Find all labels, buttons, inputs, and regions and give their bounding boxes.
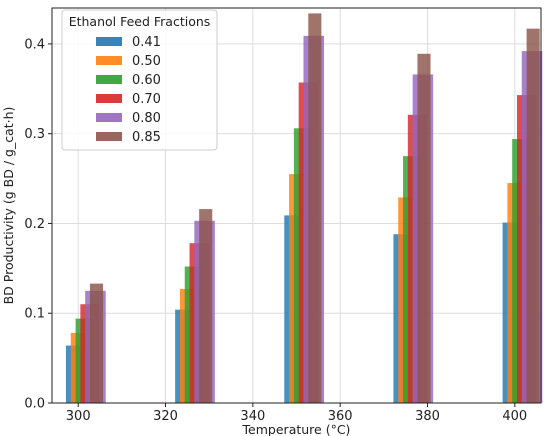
legend-entry-label: 0.85 (132, 130, 161, 145)
legend: Ethanol Feed Fractions 0.41 0.50 0.60 0.70 0… (61, 9, 218, 151)
x-tick-label: 320 (153, 409, 178, 424)
legend-swatch (96, 132, 122, 141)
plot-frame (51, 7, 542, 404)
legend-entry-label: 0.70 (132, 92, 161, 107)
x-axis-ticks: 300 320 340 360 380 400 (66, 403, 527, 424)
legend-swatch (96, 56, 122, 65)
bar-0.85-400 (526, 28, 540, 403)
x-tick-label: 300 (66, 409, 91, 424)
bar-0.85-325 (199, 209, 213, 403)
y-tick-label: 0.0 (24, 397, 45, 412)
y-axis-ticks: 0.0 0.1 0.2 0.3 0.4 (24, 37, 52, 412)
y-tick-label: 0.2 (24, 217, 45, 232)
legend-swatch (96, 113, 122, 122)
bar-0.85-350 (308, 13, 322, 404)
y-axis-label: BD Productivity (g BD / g_cat·h) (1, 107, 16, 305)
y-tick-label: 0.3 (24, 127, 45, 142)
legend-entry-label: 0.60 (132, 73, 161, 88)
legend-swatch (96, 75, 122, 84)
bars (65, 13, 543, 404)
legend-entry-label: 0.80 (132, 111, 161, 126)
legend-title: Ethanol Feed Fractions (69, 14, 211, 29)
legend-swatch (96, 37, 122, 46)
bar-0.85-300 (89, 283, 104, 403)
x-tick-label: 380 (415, 409, 440, 424)
legend-entry-label: 0.41 (132, 35, 161, 50)
y-tick-label: 0.4 (24, 37, 45, 52)
x-tick-label: 400 (502, 409, 527, 424)
legend-entry-label: 0.50 (132, 54, 161, 69)
x-tick-label: 360 (328, 409, 353, 424)
legend-swatch (96, 94, 122, 103)
bar-0.85-375 (417, 53, 431, 404)
y-tick-label: 0.1 (24, 307, 45, 322)
x-axis-label: Temperature (°C) (242, 422, 351, 436)
x-tick-label: 340 (240, 409, 265, 424)
